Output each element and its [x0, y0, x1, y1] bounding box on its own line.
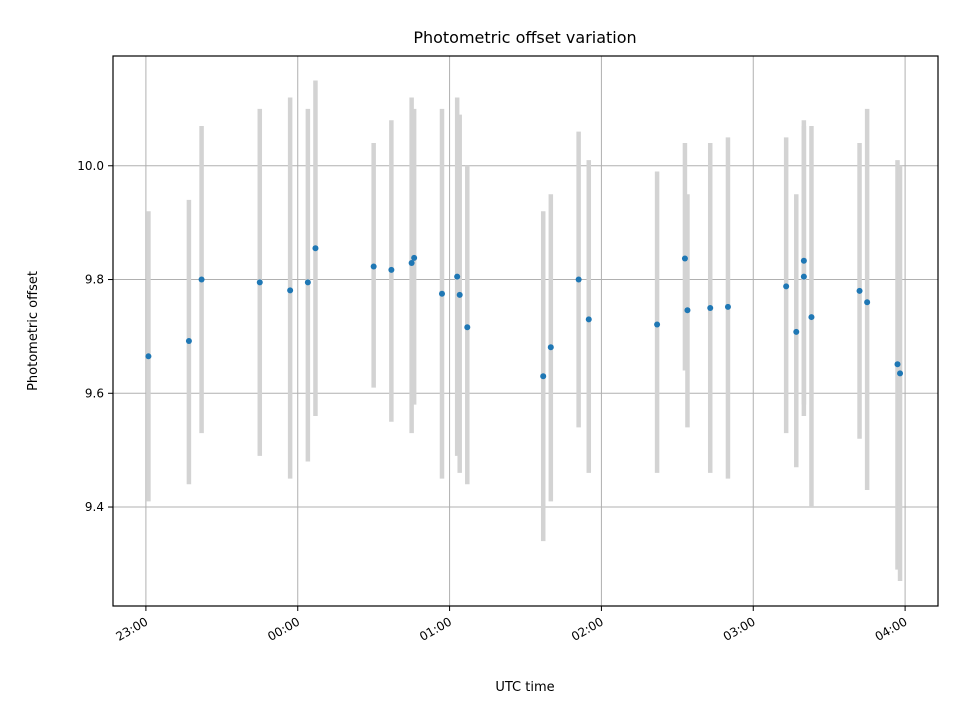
chart-title: Photometric offset variation: [413, 28, 636, 47]
y-tick-label: 9.4: [85, 500, 104, 514]
data-point: [411, 254, 418, 261]
data-point: [856, 287, 863, 294]
data-point: [681, 255, 688, 262]
data-point: [547, 344, 554, 351]
data-point: [198, 276, 205, 283]
data-point: [388, 266, 395, 273]
grid-lines: [113, 56, 938, 606]
data-point: [654, 321, 661, 328]
y-tick-label: 10.0: [77, 159, 104, 173]
data-point: [808, 314, 815, 321]
data-point: [897, 370, 904, 377]
data-point: [438, 290, 445, 297]
data-point: [408, 260, 415, 267]
x-axis-label: UTC time: [495, 680, 554, 695]
data-point: [684, 307, 691, 314]
y-tick-label: 9.6: [85, 386, 104, 400]
data-point: [707, 304, 714, 311]
data-point: [287, 287, 294, 294]
plot-frame: [112, 55, 939, 607]
data-point: [454, 273, 461, 280]
data-point: [585, 316, 592, 323]
data-point: [304, 279, 311, 286]
data-point: [894, 361, 901, 368]
data-point: [800, 273, 807, 280]
data-point: [575, 276, 582, 283]
data-point: [783, 283, 790, 290]
data-point: [793, 328, 800, 335]
y-tick-label: 9.8: [85, 273, 104, 287]
data-point: [256, 279, 263, 286]
data-point: [312, 245, 319, 252]
data-point: [370, 263, 377, 270]
data-point: [864, 299, 871, 306]
data-point: [540, 373, 547, 380]
data-point: [185, 337, 192, 344]
data-point: [800, 257, 807, 264]
y-axis-label: Photometric offset: [26, 271, 41, 391]
data-point: [456, 291, 463, 298]
y-axis-ticks: 9.4 9.6 9.8 10.0: [77, 159, 113, 514]
data-point: [145, 353, 152, 360]
data-point: [724, 303, 731, 310]
data-points: [145, 245, 904, 380]
data-point: [464, 324, 471, 331]
